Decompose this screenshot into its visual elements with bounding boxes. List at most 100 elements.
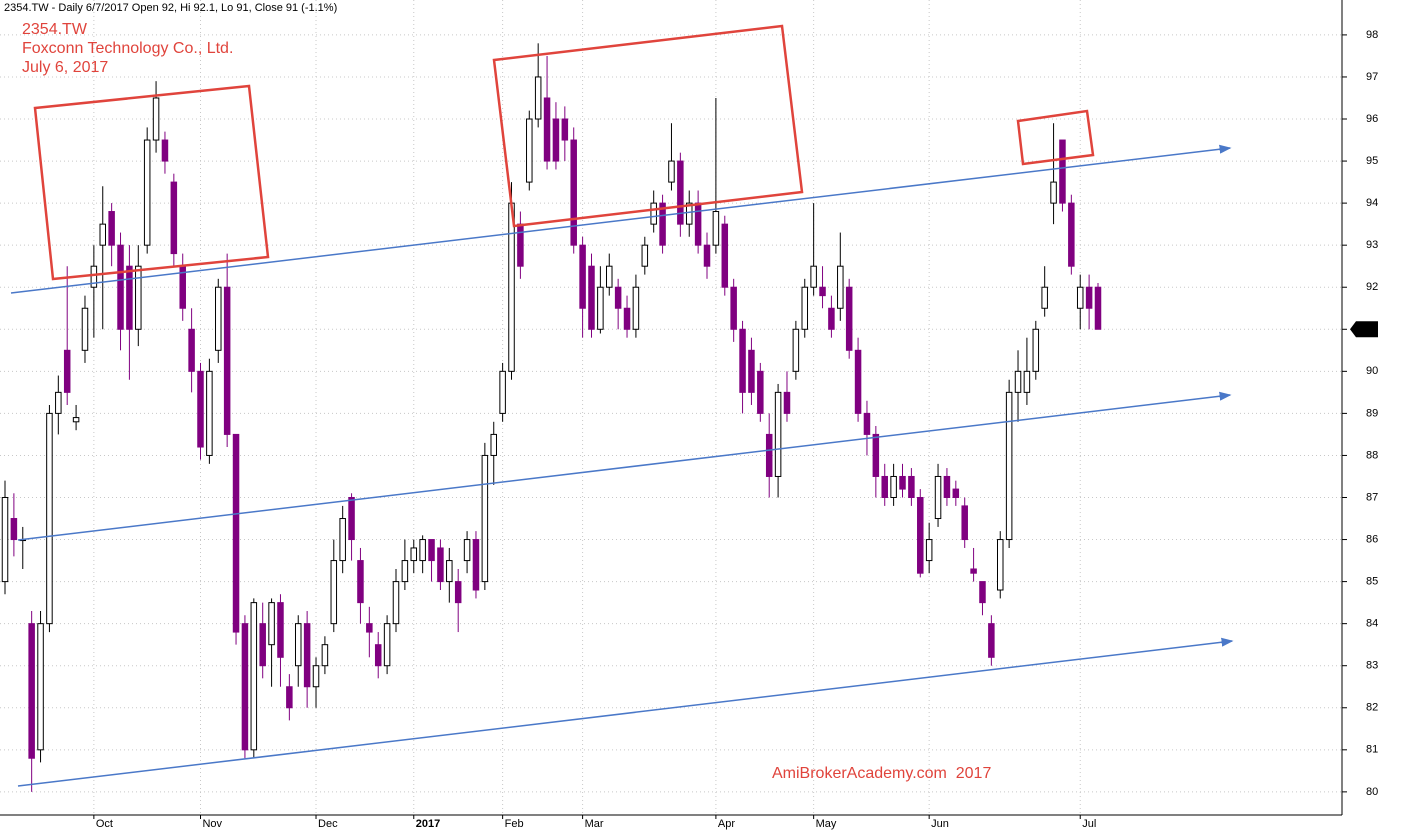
candle-body — [588, 265, 595, 330]
candle-body — [534, 76, 542, 120]
candle-body — [961, 505, 968, 541]
y-tick-label: 88 — [1366, 449, 1378, 461]
y-tick-label: 98 — [1366, 29, 1378, 41]
candle-body — [303, 623, 311, 688]
candle-body — [392, 581, 400, 625]
candle-body — [543, 97, 551, 162]
candle-body — [357, 560, 364, 604]
annotation: Foxconn Technology Co., Ltd. — [22, 40, 233, 57]
x-tick-label: Oct — [96, 818, 113, 830]
candle-body — [757, 370, 764, 414]
y-tick-label: 90 — [1366, 365, 1378, 377]
candle-body — [952, 488, 960, 498]
annotation: July 6, 2017 — [22, 59, 108, 76]
candle-body — [917, 496, 924, 574]
candle-body — [650, 202, 657, 225]
last-value-tag — [1350, 321, 1378, 338]
candle-body — [143, 139, 151, 246]
y-tick-label: 95 — [1366, 155, 1378, 167]
candle-body — [1094, 286, 1102, 330]
candle-body — [437, 547, 444, 583]
candle-body — [499, 370, 506, 414]
y-tick-label: 81 — [1366, 744, 1378, 756]
candle-body — [943, 475, 951, 498]
candle-body — [63, 349, 71, 393]
candle-body — [1005, 391, 1013, 541]
x-tick-label: Nov — [202, 818, 222, 830]
candle-body — [1050, 181, 1057, 204]
candle-body — [197, 370, 204, 448]
candle-body — [1059, 139, 1066, 204]
candle-body — [792, 328, 800, 372]
candle-body — [223, 286, 231, 435]
candle-body — [579, 244, 586, 309]
trend-line — [10, 144, 1232, 294]
candle-body — [641, 244, 649, 267]
highlight-boxes — [33, 24, 1095, 281]
candle-body — [597, 286, 604, 330]
candle-body — [28, 623, 35, 759]
annotation: 2354.TW — [22, 21, 88, 38]
candle-body — [810, 265, 817, 288]
candle-body — [170, 181, 178, 255]
candle-body — [46, 412, 53, 625]
candle-body — [37, 623, 44, 751]
candle-body — [668, 160, 675, 183]
y-tick-label: 83 — [1366, 660, 1378, 672]
candle-body — [277, 602, 284, 658]
highlight-box — [492, 24, 804, 228]
x-tick-label: Mar — [585, 818, 604, 830]
trend-lines — [10, 144, 1234, 787]
candle-body — [348, 496, 355, 541]
y-tick-label: 82 — [1366, 702, 1378, 714]
candle-body — [561, 118, 569, 141]
y-tick-label: 85 — [1366, 576, 1378, 588]
candle-body — [321, 644, 329, 667]
candle-body — [854, 349, 862, 414]
candle-body — [215, 286, 222, 351]
axes: 80 81 82 83 84 85 86 87 88 89 90 91 92 93 94 95 96 97 98 Oc… — [93, 29, 1378, 830]
candle-body — [570, 139, 577, 246]
candle-body — [1076, 286, 1084, 309]
candle-body — [890, 475, 897, 498]
candle-body — [72, 417, 80, 423]
candle-body — [748, 349, 755, 393]
candle-body — [677, 160, 684, 225]
candle-body — [55, 391, 62, 414]
candle-body — [81, 307, 89, 351]
candle-body — [99, 223, 107, 246]
candle-body — [419, 539, 426, 562]
candle-body — [730, 286, 737, 330]
candle-body — [765, 433, 773, 477]
candle-body — [188, 328, 195, 372]
candle-body — [819, 286, 826, 297]
candle-body — [881, 475, 888, 498]
candle-body — [552, 118, 560, 162]
candle-body — [783, 391, 791, 414]
candle-body — [614, 286, 622, 309]
candle-body — [623, 307, 631, 330]
candle-body — [1, 496, 9, 583]
candle-body — [694, 202, 702, 246]
candle-body — [206, 370, 213, 456]
y-tick-label: 87 — [1366, 491, 1378, 503]
candle-body — [774, 391, 782, 477]
y-tick-label: 96 — [1366, 113, 1378, 125]
y-tick-label: 80 — [1366, 786, 1378, 798]
y-tick-label: 94 — [1366, 197, 1378, 209]
candle-body — [934, 475, 942, 520]
y-tick-label: 84 — [1366, 618, 1378, 630]
x-tick-label: Feb — [505, 818, 524, 830]
candle-body — [988, 623, 995, 658]
candle-body — [996, 539, 1004, 591]
candle-body — [1068, 202, 1075, 267]
x-tick-label: Jul — [1082, 818, 1096, 830]
candle-body — [526, 118, 533, 183]
candle-body — [135, 265, 142, 330]
candle-body — [250, 602, 258, 751]
candle-body — [845, 286, 853, 351]
candle-body — [925, 539, 933, 562]
candle-body — [863, 412, 871, 435]
